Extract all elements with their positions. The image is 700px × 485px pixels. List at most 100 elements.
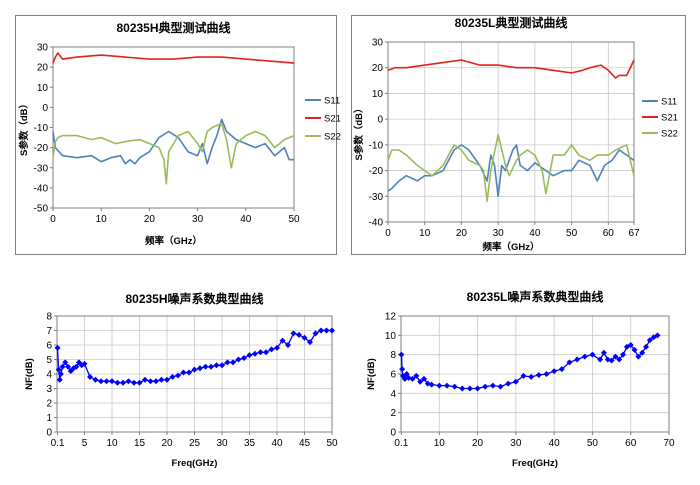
y-tick-label: 30 <box>37 43 49 54</box>
x-tick-label: 25 <box>189 438 201 449</box>
x-tick-label: 5 <box>82 438 88 449</box>
data-point <box>589 351 596 358</box>
x-tick-label: 50 <box>587 438 599 449</box>
y-tick-label: 5 <box>46 355 52 366</box>
data-point <box>482 383 489 390</box>
data-point <box>413 372 420 379</box>
x-tick-label: 10 <box>96 214 108 225</box>
y-tick-label: 6 <box>390 370 396 381</box>
x-tick-label: 50 <box>326 438 338 449</box>
data-point <box>574 356 581 363</box>
x-tick-label: 20 <box>472 438 484 449</box>
data-point <box>635 353 642 360</box>
data-point <box>566 359 573 366</box>
data-point <box>612 353 619 360</box>
data-point <box>114 379 121 386</box>
x-tick-label: 30 <box>493 228 505 239</box>
y-tick-label: 20 <box>37 63 49 74</box>
y-tick-label: 30 <box>372 38 384 49</box>
y-axis-label: S参数（dB） <box>18 99 30 156</box>
y-axis-label: NF(dB) <box>366 358 377 390</box>
x-tick-label: 60 <box>625 438 637 449</box>
data-point <box>136 379 143 386</box>
y-tick-label: 1 <box>46 413 52 424</box>
data-point <box>597 356 604 363</box>
data-point <box>186 369 192 376</box>
y-tick-label: 7 <box>46 326 52 337</box>
data-point <box>646 337 653 344</box>
data-point <box>436 382 443 389</box>
data-point <box>631 346 638 353</box>
data-point <box>153 378 159 385</box>
data-point <box>81 360 88 367</box>
x-tick-label: 40 <box>529 228 541 239</box>
x-axis-label: 频率（GHz） <box>145 235 202 247</box>
y-tick-label: 20 <box>372 63 384 74</box>
series-line-s22 <box>52 122 295 185</box>
data-point <box>246 352 253 359</box>
chart-title: 80235L典型测试曲线 <box>455 15 568 30</box>
data-point <box>312 330 319 337</box>
x-tick-label: 10 <box>419 228 431 239</box>
data-point <box>109 378 115 385</box>
data-point <box>56 376 63 383</box>
series-line-s11 <box>52 118 294 165</box>
data-point <box>543 371 550 377</box>
data-point <box>158 376 165 383</box>
x-tick-label: 70 <box>663 438 675 449</box>
data-point <box>399 366 406 373</box>
data-point <box>268 346 275 353</box>
data-point <box>620 351 627 358</box>
y-tick-label: -20 <box>34 143 49 154</box>
plot-area <box>52 46 295 209</box>
data-point <box>398 351 405 358</box>
data-point <box>147 378 154 385</box>
x-tick-label: 20 <box>456 228 468 239</box>
y-tick-label: 3 <box>46 384 52 395</box>
x-tick-label: 20 <box>161 438 173 449</box>
chart-title: 80235H典型测试曲线 <box>116 20 230 35</box>
y-tick-label: 2 <box>390 408 396 419</box>
y-tick-label: -50 <box>34 204 49 215</box>
data-point <box>208 363 214 370</box>
y-tick-label: 0 <box>377 115 383 126</box>
data-point <box>307 339 313 346</box>
legend-label-s21: S21 <box>661 113 678 124</box>
y-tick-label: -20 <box>369 166 384 177</box>
data-point <box>55 366 62 373</box>
data-point <box>235 356 242 363</box>
x-tick-label: 30 <box>192 214 204 225</box>
data-point <box>558 366 565 373</box>
y-tick-label: 10 <box>385 331 397 342</box>
data-point <box>497 383 504 390</box>
y-tick-label: -40 <box>369 218 384 229</box>
data-point <box>202 363 209 370</box>
data-point <box>551 368 558 375</box>
data-point <box>600 349 607 356</box>
data-point <box>59 363 66 370</box>
y-axis-label: S参数（dB） <box>353 103 365 160</box>
data-point <box>125 378 132 385</box>
data-point <box>627 342 634 348</box>
data-point <box>87 373 93 380</box>
data-point <box>417 378 424 385</box>
data-point <box>197 365 203 372</box>
y-tick-label: -10 <box>34 123 49 134</box>
x-tick-label: 0.1 <box>51 438 65 449</box>
data-point <box>451 383 458 390</box>
legend-label-s22: S22 <box>661 129 678 140</box>
data-point <box>274 344 280 351</box>
x-tick-label: 60 <box>603 228 615 239</box>
data-point <box>230 359 236 366</box>
x-tick-label: 40 <box>549 438 561 449</box>
y-tick-label: -30 <box>34 163 49 174</box>
y-tick-label: 2 <box>46 399 52 410</box>
data-point <box>608 357 615 364</box>
data-point <box>459 385 466 392</box>
y-tick-label: 0 <box>390 428 396 439</box>
